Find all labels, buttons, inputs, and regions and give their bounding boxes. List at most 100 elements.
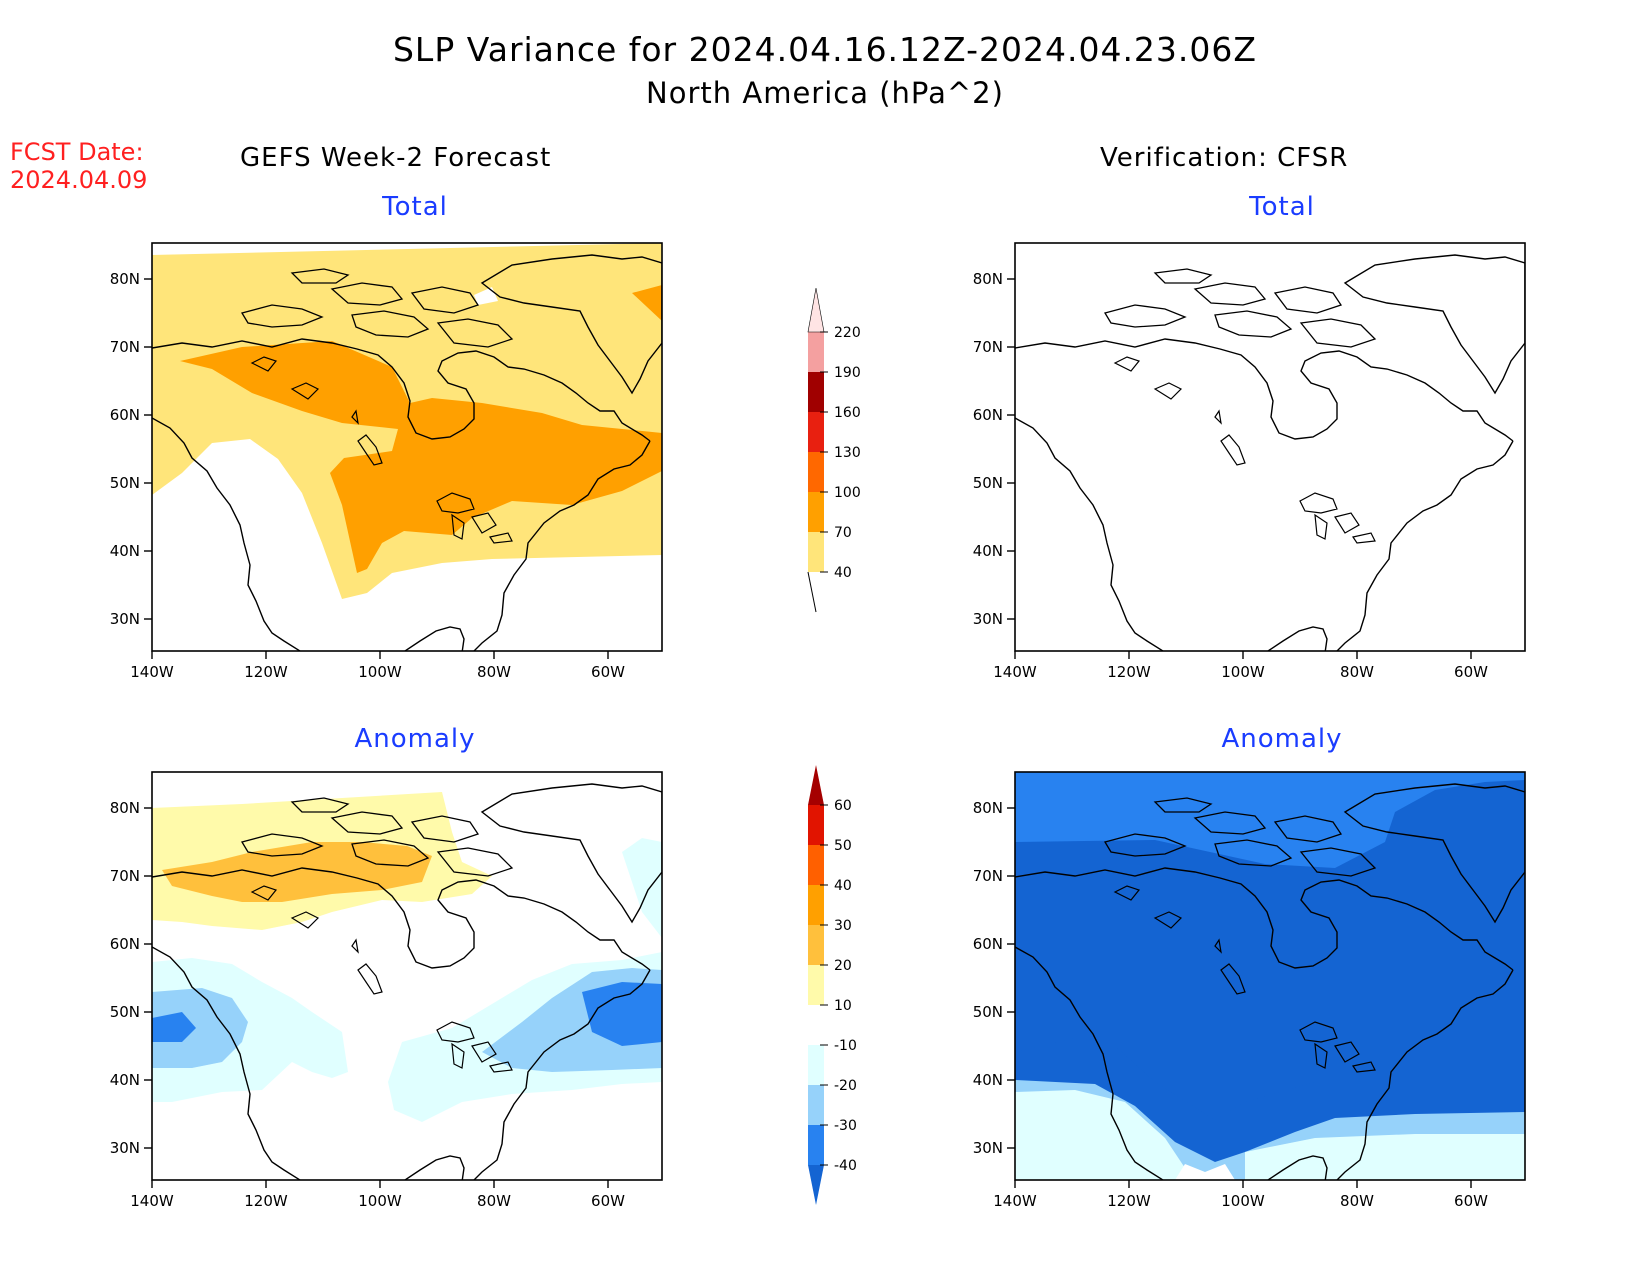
colorbar-label: -30 (834, 1118, 857, 1134)
lon-tick-label: 140W (130, 1192, 174, 1210)
lat-tick-label: 60N (110, 406, 140, 424)
forecast-total-map: 140W 120W 100W 80W 60W 80N 70N 60N 50N 40N 30N (110, 242, 663, 681)
shaded-region (632, 285, 662, 321)
colorbar-label: 60 (834, 798, 852, 814)
colorbar-swatch (808, 1125, 824, 1165)
lat-tick-label: 50N (973, 1003, 1003, 1021)
colorbar-swatch (808, 885, 824, 925)
map-frame (1014, 771, 1526, 1181)
colorbar-swatch (808, 372, 824, 412)
lat-tick-label: 80N (973, 799, 1003, 817)
colorbar-swatch (808, 332, 824, 372)
colorbar-swatch (808, 965, 824, 1005)
colorbar-label: 10 (834, 998, 852, 1014)
lat-tick-label: 30N (973, 1139, 1003, 1157)
forecast-total-title: Total (382, 192, 448, 222)
colorbar-swatch (808, 845, 824, 885)
colorbar-swatch (808, 1045, 824, 1085)
lat-tick-label: 70N (973, 867, 1003, 885)
fcst-date-value: 2024.04.09 (10, 166, 148, 194)
colorbar-label: 130 (834, 445, 861, 461)
lon-tick-label: 100W (358, 1192, 402, 1210)
lon-tick-label: 60W (1454, 663, 1488, 681)
lon-tick-label: 140W (130, 663, 174, 681)
verification-anomaly-title: Anomaly (1221, 724, 1343, 754)
lat-tick-label: 30N (110, 610, 140, 628)
colorbar-label: -40 (834, 1158, 857, 1174)
lon-tick-label: 120W (1107, 663, 1151, 681)
verification-heading: Verification: CFSR (1100, 143, 1349, 173)
colorbar-swatch (807, 287, 825, 333)
colorbar-swatch (808, 1165, 824, 1205)
map-frame (1014, 242, 1526, 652)
colorbar-swatch (808, 805, 824, 845)
shaded-region (1015, 1038, 1525, 1162)
colorbar-swatch (808, 925, 824, 965)
forecast-heading: GEFS Week-2 Forecast (240, 143, 552, 173)
colorbar-label: -20 (834, 1078, 857, 1094)
lon-tick-label: 60W (591, 1192, 625, 1210)
lon-tick-label: 120W (244, 663, 288, 681)
lon-tick-label: 140W (993, 1192, 1037, 1210)
colorbar-swatch (808, 765, 824, 805)
forecast-anomaly-title: Anomaly (354, 724, 476, 754)
anomaly-colorbar: -40 -30 -20 -10 10 20 30 40 50 60 (808, 765, 857, 1205)
map-frame (151, 771, 663, 1181)
colorbar-swatch (808, 412, 824, 452)
colorbar-swatch (808, 492, 824, 532)
shaded-region (582, 982, 662, 1046)
lat-tick-label: 40N (110, 1071, 140, 1089)
lat-tick-label: 70N (973, 338, 1003, 356)
shaded-region (1245, 1134, 1525, 1180)
shaded-region (1015, 1090, 1185, 1180)
main-title: SLP Variance for 2024.04.16.12Z-2024.04.… (392, 30, 1258, 69)
lon-tick-label: 100W (1221, 663, 1265, 681)
total-colorbar: 40 70 100 130 160 190 220 (807, 287, 861, 613)
lon-tick-label: 100W (358, 663, 402, 681)
shaded-region (180, 341, 662, 573)
lat-tick-label: 70N (110, 338, 140, 356)
lat-tick-label: 40N (110, 542, 140, 560)
verification-total-title: Total (1249, 192, 1315, 222)
colorbar-swatch (808, 1005, 824, 1045)
sub-title: North America (hPa^2) (646, 76, 1004, 110)
colorbar-label: 220 (834, 325, 861, 341)
lon-tick-label: 140W (993, 663, 1037, 681)
lat-tick-label: 40N (973, 1071, 1003, 1089)
lat-tick-label: 60N (110, 935, 140, 953)
shaded-region (152, 988, 248, 1068)
verification-anomaly-map: 140W 120W 100W 80W 60W 80N 70N 60N 50N 40N 30N (973, 771, 1526, 1210)
colorbar-label: 160 (834, 405, 861, 421)
lat-tick-label: 50N (973, 474, 1003, 492)
lat-tick-label: 30N (110, 1139, 140, 1157)
colorbar-label: 30 (834, 918, 852, 934)
lon-tick-label: 80W (477, 663, 511, 681)
colorbar-label: 50 (834, 838, 852, 854)
colorbar-swatch (808, 1085, 824, 1125)
colorbar-label: 40 (834, 565, 852, 581)
lat-tick-label: 40N (973, 542, 1003, 560)
lon-tick-label: 80W (477, 1192, 511, 1210)
colorbar-label: -10 (834, 1038, 857, 1054)
lat-tick-label: 50N (110, 1003, 140, 1021)
lon-tick-label: 80W (1340, 1192, 1374, 1210)
lat-tick-label: 30N (973, 610, 1003, 628)
lat-tick-label: 60N (973, 935, 1003, 953)
lat-tick-label: 80N (973, 270, 1003, 288)
colorbar-swatch (808, 452, 824, 492)
colorbar-label: 70 (834, 525, 852, 541)
lat-tick-label: 70N (110, 867, 140, 885)
colorbar-swatch (808, 532, 824, 572)
lon-tick-label: 100W (1221, 1192, 1265, 1210)
verification-total-map: 140W 120W 100W 80W 60W 80N 70N 60N 50N 40N 30N (973, 242, 1526, 681)
shaded-region (152, 1012, 196, 1042)
shaded-region (1175, 1164, 1235, 1180)
lon-tick-label: 80W (1340, 663, 1374, 681)
colorbar-label: 100 (834, 485, 861, 501)
lat-tick-label: 80N (110, 270, 140, 288)
lon-tick-label: 60W (591, 663, 625, 681)
map-frame (151, 242, 663, 652)
colorbar-label: 20 (834, 958, 852, 974)
lat-tick-label: 60N (973, 406, 1003, 424)
